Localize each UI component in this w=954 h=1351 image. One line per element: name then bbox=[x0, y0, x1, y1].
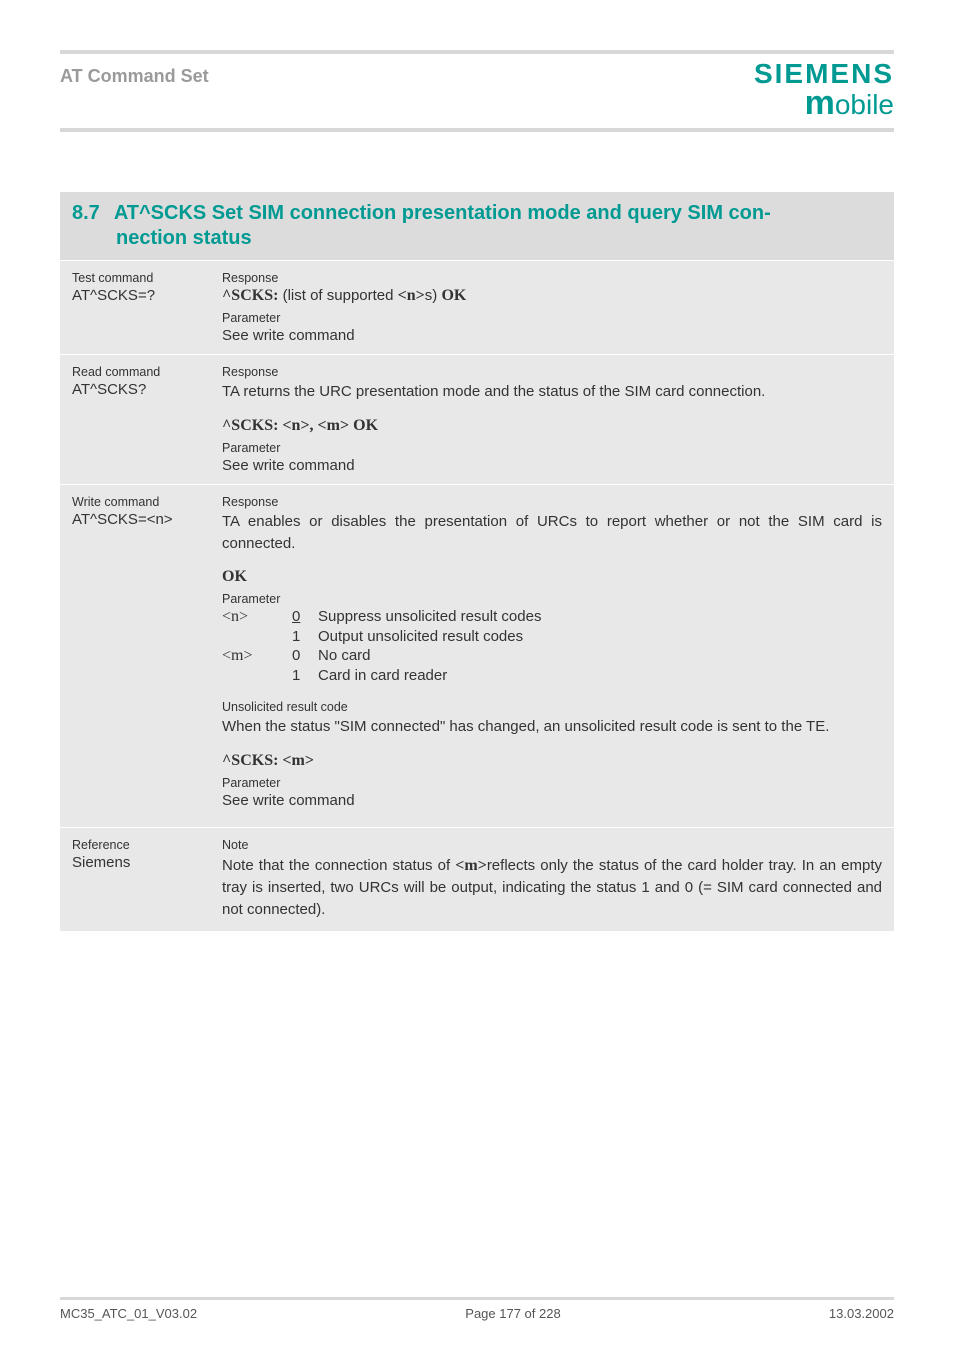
write-command-row: Write command AT^SCKS=<n> Response TA en… bbox=[60, 484, 894, 827]
top-rule bbox=[60, 50, 894, 54]
footer-rule bbox=[60, 1297, 894, 1300]
urc-body: When the status "SIM connected" has chan… bbox=[222, 716, 882, 738]
command-table: 8.7 AT^SCKS Set SIM connection presentati… bbox=[60, 192, 894, 931]
read-cmd: AT^SCKS? bbox=[72, 381, 146, 398]
response-label: Response bbox=[222, 365, 882, 379]
footer: MC35_ATC_01_V03.02 Page 177 of 228 13.03… bbox=[60, 1297, 894, 1321]
reference-row: Reference Siemens Note Note that the con… bbox=[60, 828, 894, 931]
write-cmd: AT^SCKS=<n> bbox=[72, 511, 173, 528]
section-heading: 8.7 AT^SCKS Set SIM connection presentati… bbox=[60, 192, 894, 261]
read-response-line: ^SCKS: <n>, <m> OK bbox=[222, 417, 882, 435]
test-response: ^SCKS: (list of supported <n>s) OK bbox=[222, 287, 882, 305]
section-title-line1: AT^SCKS Set SIM connection presentation … bbox=[114, 202, 771, 224]
write-param-text2: See write command bbox=[222, 792, 882, 809]
doc-title: AT Command Set bbox=[60, 60, 209, 87]
param-n: <n> 0 Suppress unsolicited result codes … bbox=[222, 608, 882, 645]
parameter-label: Parameter bbox=[222, 311, 882, 325]
header: AT Command Set SIEMENS mobile bbox=[60, 60, 894, 120]
write-body: TA enables or disables the presentation … bbox=[222, 511, 882, 555]
response-label: Response bbox=[222, 495, 882, 509]
parameter-label: Parameter bbox=[222, 441, 882, 455]
section-number: 8.7 bbox=[72, 202, 100, 224]
read-label: Read command bbox=[72, 365, 198, 379]
write-ok: OK bbox=[222, 568, 882, 586]
siemens-logo: SIEMENS mobile bbox=[754, 60, 894, 120]
read-body: TA returns the URC presentation mode and… bbox=[222, 381, 882, 403]
reference-label: Reference bbox=[72, 838, 198, 852]
read-command-row: Read command AT^SCKS? Response TA return… bbox=[60, 355, 894, 485]
urc-label: Unsolicited result code bbox=[222, 700, 882, 714]
test-command-row: Test command AT^SCKS=? Response ^SCKS: (… bbox=[60, 261, 894, 355]
parameter-label: Parameter bbox=[222, 776, 882, 790]
logo-mobile-text: mobile bbox=[754, 86, 894, 120]
read-param-text: See write command bbox=[222, 457, 882, 474]
param-m: <m> 0 No card 1 Card in card reader bbox=[222, 647, 882, 684]
footer-center: Page 177 of 228 bbox=[465, 1306, 560, 1321]
urc-line: ^SCKS: <m> bbox=[222, 752, 882, 770]
parameter-label: Parameter bbox=[222, 592, 882, 606]
write-label: Write command bbox=[72, 495, 198, 509]
section-title-line2: nection status bbox=[116, 227, 882, 250]
response-label: Response bbox=[222, 271, 882, 285]
note-label: Note bbox=[222, 838, 882, 852]
test-param-text: See write command bbox=[222, 327, 882, 344]
footer-left: MC35_ATC_01_V03.02 bbox=[60, 1306, 197, 1321]
test-cmd: AT^SCKS=? bbox=[72, 287, 155, 304]
reference-who: Siemens bbox=[72, 854, 130, 871]
test-label: Test command bbox=[72, 271, 198, 285]
header-rule bbox=[60, 128, 894, 132]
note-body: Note that the connection status of <m>re… bbox=[222, 854, 882, 921]
footer-right: 13.03.2002 bbox=[829, 1306, 894, 1321]
